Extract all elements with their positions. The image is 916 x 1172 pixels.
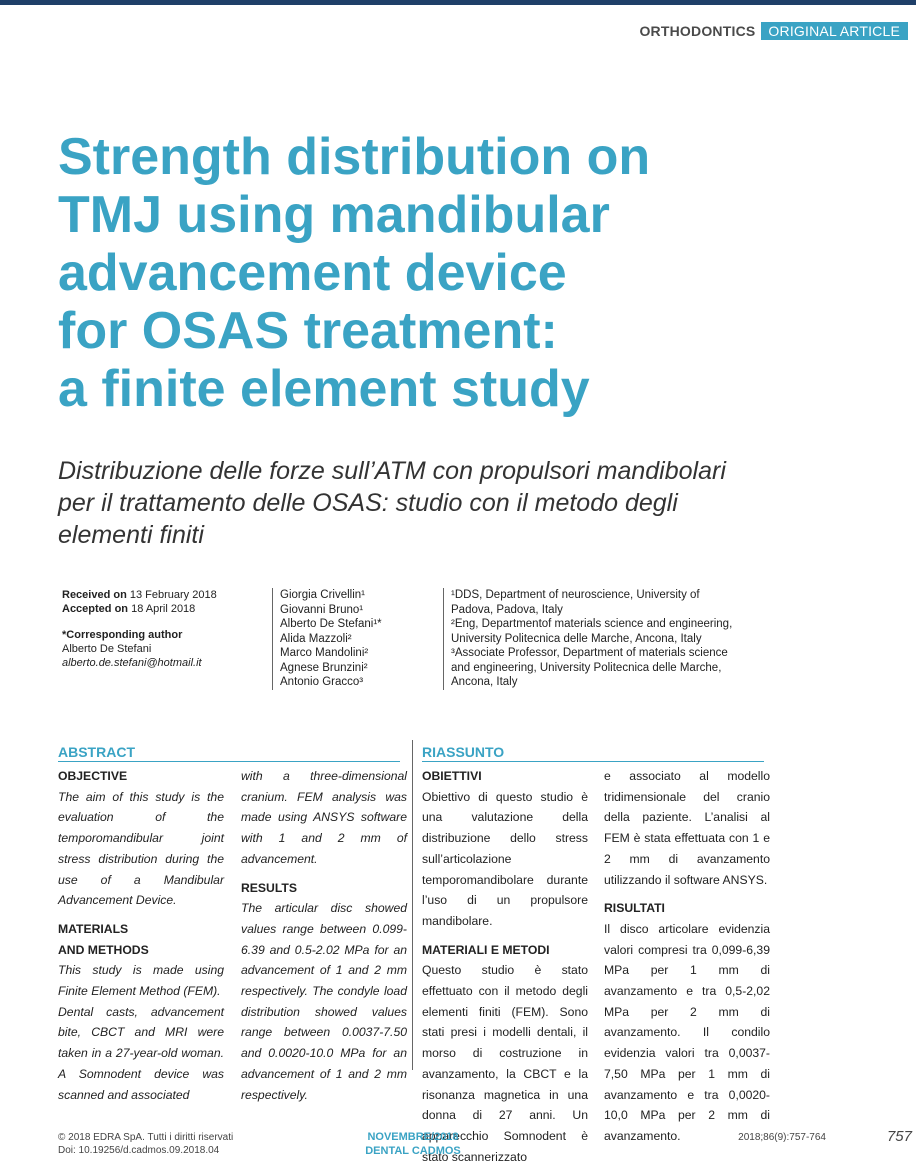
riassunto-heading: RIASSUNTO [422,744,764,762]
affiliation-line: University Politecnica delle Marche, Anc… [451,632,702,645]
section-tag: ORTHODONTICS ORIGINAL ARTICLE [639,22,908,40]
obiettivi-text: Obiettivo di questo studio è una valutaz… [422,789,588,928]
citation: 2018;86(9):757-764 [738,1132,826,1143]
metodi-text-continued: e associato al modello tridimensionale d… [604,769,770,887]
methods-heading-2: AND METHODS [58,942,149,957]
subtitle-line: elementi finiti [58,521,204,549]
journal-mark: NOVEMBRE/2018 DENTAL CADMOS [359,1130,467,1158]
affiliation-line: and engineering, University Politecnica … [451,661,722,674]
affiliation-line: Padova, Padova, Italy [451,603,563,616]
article-meta: Received on 13 February 2018 Accepted on… [62,588,262,670]
abstract-column-2: with a three-dimensional cranium. FEM an… [241,766,407,1105]
author-name: Giorgia Crivellin¹ [280,589,365,601]
article-type-badge: ORIGINAL ARTICLE [761,22,908,40]
corresponding-name: Alberto De Stefani [62,643,152,655]
subtitle-line: per il trattamento delle OSAS: studio co… [58,489,678,517]
abstract-heading: ABSTRACT [58,744,400,762]
doi[interactable]: Doi: 10.19256/d.cadmos.09.2018.04 [58,1145,220,1156]
riassunto-column-1: OBIETTIVI Obiettivo di questo studio è u… [422,766,588,1167]
received-label: Received on [62,589,127,601]
methods-text-2: Dental casts, advancement bite, CBCT and… [58,1004,224,1102]
page-number: 757 [886,1128,912,1145]
results-text: The articular disc showed values range b… [241,901,407,1102]
objective-heading: OBJECTIVE [58,769,128,783]
abstract-column-1: OBJECTIVE The aim of this study is the e… [58,766,224,1105]
affiliation-line: ³Associate Professor, Department of mate… [451,647,728,659]
article-title: Strength distribution on TMJ using mandi… [58,128,838,418]
copyright: © 2018 EDRA SpA. Tutti i diritti riserva… [58,1132,234,1143]
title-line: Strength distribution on [58,128,651,186]
affiliation-line: Ancona, Italy [451,676,518,688]
accepted-date: 18 April 2018 [131,603,196,615]
received-date: 13 February 2018 [129,589,217,601]
issue-date: NOVEMBRE/2018 [367,1131,459,1143]
riassunto-column-2: e associato al modello tridimensionale d… [604,766,770,1147]
objective-text: The aim of this study is the evaluation … [58,789,224,908]
subtitle-line: Distribuzione delle forze sull’ATM con p… [58,457,726,485]
footer-left: © 2018 EDRA SpA. Tutti i diritti riserva… [58,1131,233,1157]
affiliation-line: ¹DDS, Department of neuroscience, Univer… [451,589,700,601]
author-name: Marco Mandolini² [280,647,369,659]
corresponding-email[interactable]: alberto.de.stefani@hotmail.it [62,657,202,669]
results-heading: RESULTS [241,880,297,895]
author-name: Alberto De Stefani¹* [280,618,382,630]
title-line: TMJ using mandibular [58,186,610,244]
obiettivi-heading: OBIETTIVI [422,769,482,783]
author-list: Giorgia Crivellin¹ Giovanni Bruno¹ Alber… [272,588,440,690]
author-name: Giovanni Bruno¹ [280,603,364,616]
methods-text-1: This study is made using Finite Element … [58,963,224,999]
author-name: Alida Mazzoli² [280,632,352,645]
title-line: a finite element study [58,360,590,418]
author-name: Agnese Brunzini² [280,661,368,674]
title-line: advancement device [58,244,567,302]
accepted-line: Accepted on 18 April 2018 [62,602,262,616]
corresponding-label: *Corresponding author [62,629,183,641]
methods-heading-1: MATERIALS [58,921,129,936]
article-subtitle: Distribuzione delle forze sull’ATM con p… [58,455,858,551]
title-line: for OSAS treatment: [58,302,558,360]
methods-text-continued: with a three-dimensional cranium. FEM an… [241,769,407,866]
affiliation-list: ¹DDS, Department of neuroscience, Univer… [443,588,741,690]
journal-name: DENTAL CADMOS [365,1145,461,1157]
top-color-bar [0,0,916,5]
risultati-text: Il disco articolare evidenzia valori com… [604,921,770,1143]
metodi-text: Questo studio è stato effettuato con il … [422,963,588,1164]
section-category: ORTHODONTICS [639,23,756,39]
column-divider [412,740,413,1070]
received-line: Received on 13 February 2018 [62,588,262,602]
author-name: Antonio Gracco³ [280,676,364,688]
risultati-heading: RISULTATI [604,901,665,916]
accepted-label: Accepted on [62,603,129,615]
metodi-heading: MATERIALI E METODI [422,942,550,957]
affiliation-line: ²Eng, Departmentof materials science and… [451,618,733,630]
